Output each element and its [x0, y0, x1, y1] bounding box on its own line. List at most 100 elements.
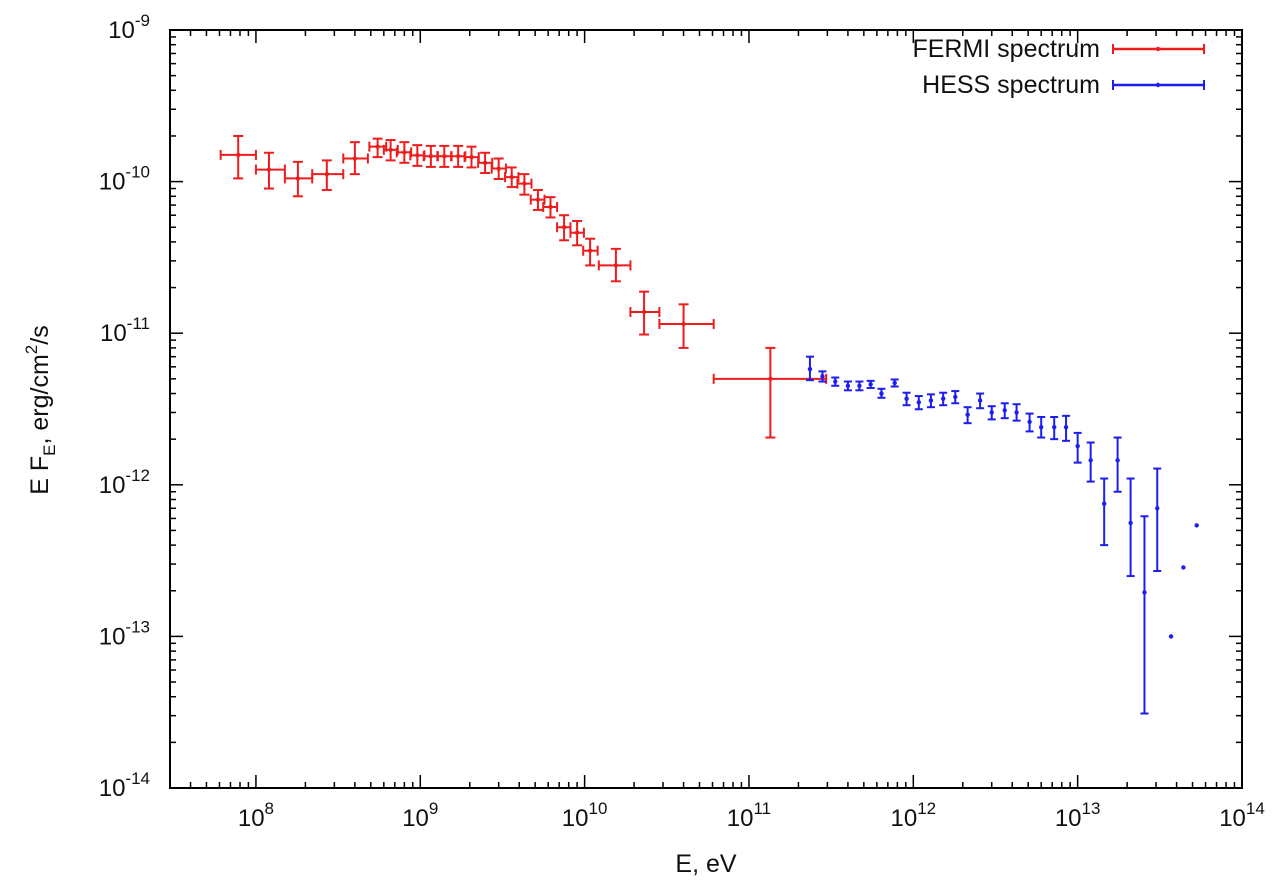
data-point	[1037, 416, 1046, 439]
point-marker	[496, 166, 501, 171]
data-point	[1126, 477, 1135, 578]
data-point	[902, 391, 911, 407]
x-tick-label: 1014	[1219, 799, 1265, 832]
data-point	[342, 141, 369, 176]
y-tick-label: 10-10	[99, 163, 150, 196]
data-point	[1000, 402, 1009, 420]
data-point	[855, 380, 864, 392]
point-marker	[1181, 565, 1186, 570]
point-marker	[613, 263, 619, 268]
data-point	[582, 237, 599, 267]
point-marker	[482, 160, 488, 166]
point-marker	[415, 153, 420, 158]
data-point	[409, 144, 426, 167]
point-marker	[1063, 424, 1069, 430]
legend: FERMI spectrum HESS spectrum	[912, 35, 1205, 99]
point-marker	[977, 398, 983, 403]
data-point	[422, 144, 439, 168]
y-tick-label: 10-9	[108, 11, 150, 44]
data-point	[1062, 414, 1071, 442]
series-fermi	[219, 134, 828, 439]
point-marker	[587, 248, 593, 253]
data-point	[219, 134, 257, 180]
axis-tick-labels: 108 109 1010 1011 1012 1013 1014 10-9 10-10 10-11…	[99, 11, 1265, 832]
x-tick-label: 1013	[1055, 799, 1101, 832]
point-marker	[535, 197, 541, 202]
point-marker	[989, 410, 994, 415]
point-marker	[455, 154, 461, 159]
y-axis-label: E FE, erg/cm2/s	[22, 325, 59, 494]
data-point	[1086, 441, 1095, 483]
point-marker	[352, 156, 358, 161]
plot-frame	[169, 29, 1243, 789]
data-point	[395, 141, 413, 164]
data-point	[597, 247, 632, 283]
data-point	[890, 378, 899, 388]
data-point	[1113, 436, 1122, 493]
point-marker	[402, 150, 407, 155]
point-marker	[1128, 520, 1133, 526]
data-point	[477, 151, 494, 174]
x-tick-label: 108	[238, 799, 274, 832]
data-point	[542, 196, 559, 219]
data-point	[556, 214, 572, 242]
data-point	[939, 391, 948, 407]
point-marker	[1101, 501, 1107, 506]
data-point	[516, 173, 533, 196]
data-point	[490, 157, 507, 181]
point-marker	[388, 147, 393, 153]
legend-label-fermi: FERMI spectrum	[912, 35, 1100, 63]
point-marker	[1002, 408, 1007, 413]
data-point	[283, 160, 314, 198]
legend-marker-fermi	[1112, 44, 1205, 54]
x-tick-label: 109	[402, 799, 438, 832]
point-marker	[857, 383, 862, 388]
data-point	[987, 405, 996, 421]
point-marker	[845, 383, 851, 388]
data-point	[1181, 565, 1186, 570]
legend-marker-hess	[1112, 80, 1205, 90]
data-point	[877, 387, 886, 399]
y-tick-label: 10-11	[100, 314, 150, 347]
point-marker	[469, 154, 474, 160]
legend-label-hess: HESS spectrum	[922, 71, 1100, 99]
y-tick-label: 10-12	[99, 466, 150, 499]
point-marker	[324, 171, 330, 177]
point-marker	[1088, 458, 1093, 463]
point-marker	[681, 321, 686, 327]
data-point	[712, 346, 828, 439]
legend-point	[1155, 46, 1161, 52]
x-tick-label: 1010	[562, 799, 608, 832]
point-marker	[1052, 424, 1057, 430]
point-marker	[522, 181, 527, 186]
point-marker	[768, 376, 773, 382]
data-point	[504, 166, 520, 189]
x-tick-label: 1012	[890, 799, 936, 832]
point-marker	[916, 400, 922, 405]
axis-ticks	[169, 29, 1243, 789]
point-marker	[548, 204, 553, 210]
point-marker	[892, 380, 897, 386]
x-tick-label: 1011	[727, 799, 771, 832]
data-point	[450, 144, 467, 168]
data-point	[1194, 523, 1199, 528]
point-marker	[820, 374, 825, 379]
point-marker	[1038, 424, 1044, 430]
data-point	[311, 159, 345, 192]
data-point	[529, 189, 546, 211]
point-marker	[1027, 419, 1032, 425]
data-point	[926, 393, 935, 409]
point-marker	[1115, 458, 1120, 463]
point-marker	[442, 154, 447, 159]
point-marker	[428, 154, 434, 159]
series-hess	[805, 355, 1199, 715]
point-marker	[375, 144, 380, 149]
point-marker	[509, 174, 514, 180]
data-point	[1012, 403, 1021, 422]
point-marker	[1142, 590, 1147, 595]
data-point	[805, 355, 814, 382]
point-marker	[574, 230, 580, 235]
data-point	[843, 380, 852, 392]
point-marker	[1014, 410, 1019, 415]
